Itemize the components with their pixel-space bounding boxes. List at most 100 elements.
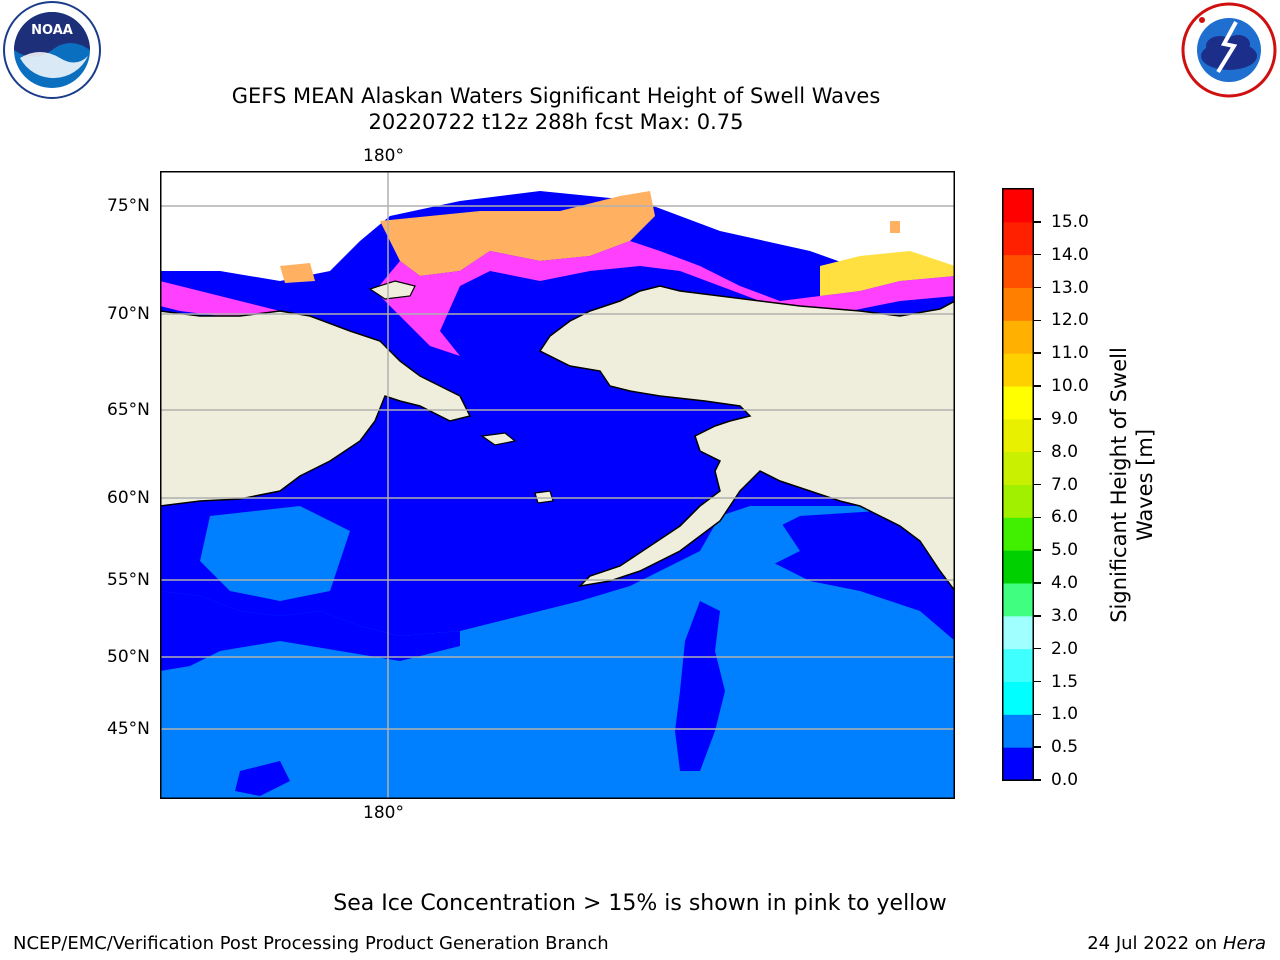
- colorbar-segment: [1003, 550, 1033, 584]
- colorbar-tick-label: 14.0: [1051, 244, 1089, 265]
- noaa-logo-text: NOAA: [31, 23, 73, 38]
- no-data-area: [160, 171, 955, 281]
- colorbar-segment: [1003, 747, 1033, 781]
- lat-label-55n: 55°N: [107, 570, 150, 590]
- ocean-low-region: [760, 506, 955, 641]
- sea-ice-band: [280, 263, 315, 283]
- colorbar-label: Significant Height of Swell Waves [m]: [1082, 347, 1182, 623]
- colorbar-tick-label: 12.0: [1051, 310, 1089, 331]
- colorbar-segment: [1003, 517, 1033, 551]
- colorbar-tick-mark: [1034, 253, 1041, 256]
- colorbar-tick-mark: [1034, 779, 1041, 781]
- colorbar-tick-label: 10.0: [1051, 376, 1089, 396]
- colorbar-tick-label: 3.0: [1051, 605, 1079, 626]
- map-panel: [160, 171, 955, 799]
- colorbar-tick-mark: [1034, 549, 1041, 551]
- colorbar-tick-label: 6.0: [1051, 507, 1079, 528]
- colorbar-segment: [1003, 189, 1033, 223]
- ocean-low-region: [160, 591, 460, 671]
- land-island: [534, 490, 554, 504]
- noaa-logo: NOAA: [3, 1, 101, 99]
- nws-logo: [1181, 2, 1277, 98]
- colorbar-tick-mark: [1034, 319, 1041, 322]
- colorbar-tick-mark: [1034, 680, 1041, 683]
- lon-label-top: 180°: [363, 146, 404, 166]
- colorbar-tick-label: 2.0: [1051, 638, 1079, 659]
- colorbar-segment: [1003, 386, 1033, 420]
- colorbar-frame: [1002, 188, 1034, 781]
- sea-ice-band: [160, 281, 280, 321]
- footer-date: 24 Jul 2022 on: [1087, 933, 1223, 954]
- colorbar-tick-label: 4.0: [1051, 573, 1079, 593]
- land-siberia: [160, 310, 472, 507]
- lat-label-60n: 60°N: [107, 488, 150, 508]
- map-frame: [160, 171, 955, 799]
- colorbar-segment: [1003, 418, 1033, 453]
- colorbar-tick-label: 11.0: [1051, 343, 1089, 364]
- colorbar-tick-mark: [1034, 418, 1041, 420]
- colorbar-tick-label: 1.5: [1051, 671, 1079, 692]
- sea-ice-band: [380, 191, 655, 276]
- chart-title-line2: 20220722 t12z 288h fcst Max: 0.75: [368, 110, 744, 134]
- colorbar-tick-mark: [1034, 746, 1041, 748]
- footer-right: 24 Jul 2022 on Hera: [1087, 933, 1266, 955]
- colorbar-label-line1: Significant Height of Swell: [1107, 347, 1131, 623]
- colorbar-tick-mark: [1034, 385, 1041, 387]
- colorbar-tick-label: 8.0: [1051, 441, 1079, 462]
- colorbar-tick-label: 9.0: [1051, 408, 1079, 429]
- colorbar-segment: [1003, 353, 1033, 387]
- colorbar-tick-mark: [1034, 582, 1041, 584]
- chart-title-line1: GEFS MEAN Alaskan Waters Significant Hei…: [231, 84, 881, 108]
- sea-ice-band: [890, 221, 900, 233]
- lat-label-70n: 70°N: [107, 304, 150, 324]
- land-island: [480, 432, 517, 446]
- colorbar-segment: [1003, 221, 1033, 256]
- colorbar-segment: [1003, 648, 1033, 682]
- colorbar-segment: [1003, 451, 1033, 485]
- lat-label-75n: 75°N: [107, 196, 150, 216]
- colorbar-tick-mark: [1034, 516, 1041, 519]
- colorbar-tick-mark: [1034, 221, 1041, 223]
- colorbar-segment: [1003, 287, 1033, 321]
- sea-ice-band: [820, 251, 955, 296]
- lat-label-45n: 45°N: [107, 719, 150, 739]
- footer-host: Hera: [1222, 933, 1266, 954]
- colorbar-tick-mark: [1034, 450, 1041, 453]
- colorbar-tick-label: 5.0: [1051, 540, 1079, 561]
- ocean-mid-patch: [720, 521, 800, 566]
- colorbar-ticks: 0.0 0.5 1.0 1.5 2.0 3.0 4.0 5.0 6.0 7.0 8.0 9.0 10.0…: [1034, 0, 1104, 960]
- colorbar-tick-label: 0.0: [1051, 770, 1079, 790]
- colorbar-segment: [1003, 484, 1033, 518]
- colorbar-segment: [1003, 254, 1033, 288]
- footer-left: NCEP/EMC/Verification Post Processing Pr…: [13, 933, 609, 954]
- colorbar-tick-label: 1.0: [1051, 704, 1079, 725]
- colorbar-segment: [1003, 320, 1033, 354]
- colorbar-segment: [1003, 583, 1033, 617]
- sea-ice-note: Sea Ice Concentration > 15% is shown in …: [333, 891, 947, 916]
- sea-ice-band: [375, 241, 955, 356]
- ocean-mid-patch: [200, 506, 350, 601]
- land-alaska: [538, 285, 955, 593]
- colorbar-tick-mark: [1034, 647, 1041, 650]
- ocean-low-region: [160, 171, 955, 636]
- graticule: [160, 171, 955, 799]
- lat-label-65n: 65°N: [107, 400, 150, 420]
- colorbar: [1002, 188, 1034, 781]
- colorbar-tick-mark: [1034, 713, 1041, 716]
- colorbar-tick-label: 0.5: [1051, 737, 1079, 758]
- colorbar-tick-label: 7.0: [1051, 474, 1079, 495]
- colorbar-tick-label: 15.0: [1051, 211, 1089, 232]
- lon-label-bottom: 180°: [363, 803, 404, 823]
- colorbar-tick-mark: [1034, 615, 1041, 617]
- ocean-low-region: [235, 761, 290, 796]
- colorbar-tick-mark: [1034, 286, 1041, 289]
- lat-label-50n: 50°N: [107, 647, 150, 667]
- colorbar-segment: [1003, 714, 1033, 748]
- colorbar-segment: [1003, 615, 1033, 650]
- land-island: [368, 280, 416, 300]
- colorbar-segment: [1003, 681, 1033, 715]
- colorbar-label-line2: Waves [m]: [1133, 428, 1157, 542]
- colorbar-tick-mark: [1034, 483, 1041, 486]
- colorbar-tick-mark: [1034, 352, 1041, 354]
- colorbar-tick-label: 13.0: [1051, 277, 1089, 298]
